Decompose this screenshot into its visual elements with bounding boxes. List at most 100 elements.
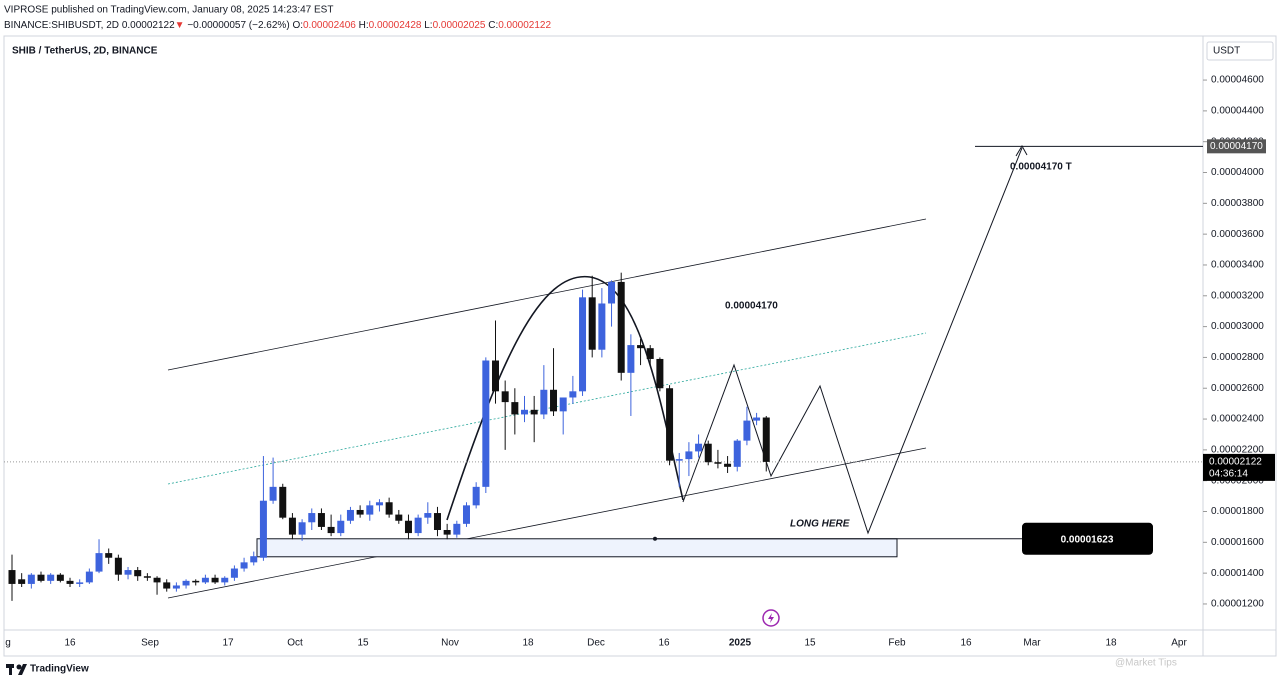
- y-tick-label: 0.00002200: [1211, 445, 1264, 456]
- long-here: LONG HERE: [790, 519, 850, 530]
- chart-frame: [3, 35, 1277, 657]
- candle-body: [356, 509, 364, 515]
- candle-body: [704, 443, 712, 463]
- candle-body: [521, 409, 529, 415]
- candle-body: [298, 522, 306, 535]
- x-tick-label: 17: [222, 638, 234, 649]
- x-tick-label: Sep: [141, 638, 159, 649]
- candle-body: [492, 360, 499, 392]
- y-tick-label: 0.00003600: [1211, 229, 1264, 240]
- candle-body: [375, 502, 383, 506]
- candle-body: [76, 582, 84, 584]
- candle-body: [279, 486, 287, 518]
- o-label: O:: [292, 20, 303, 31]
- c-label: C:: [488, 20, 498, 31]
- entry-label-box: [1022, 522, 1153, 555]
- candle-body: [317, 513, 325, 527]
- drawings: [167, 145, 1028, 599]
- candle-body: [462, 505, 470, 524]
- ohlc-line: BINANCE:SHIBUSDT, 2D 0.00002122▼ −0.0000…: [4, 20, 551, 31]
- candle-body: [617, 281, 625, 373]
- candle-body: [250, 556, 258, 563]
- candle-body: [153, 577, 161, 583]
- c-value: 0.00002122: [498, 20, 551, 31]
- candle-body: [27, 574, 35, 584]
- candle-body: [182, 580, 190, 586]
- target-big: 0.00004170 T: [1010, 162, 1072, 173]
- candle-body: [114, 557, 122, 575]
- x-tick-label: Oct: [287, 638, 303, 649]
- candle-body: [85, 571, 93, 583]
- x-tick-label: 2025: [729, 638, 752, 649]
- candle-body: [172, 585, 180, 589]
- candle-body: [733, 440, 741, 467]
- candle-body: [598, 303, 606, 350]
- y-tick-label: 0.00001200: [1211, 599, 1264, 610]
- tv-logo: [6, 664, 27, 675]
- x-tick-label: g: [5, 638, 11, 649]
- last-price-box: [1203, 453, 1275, 481]
- candle-body: [433, 513, 441, 530]
- entry-zone: [256, 538, 898, 558]
- candle-body: [47, 574, 55, 581]
- candle-body: [395, 514, 403, 521]
- candle-body: [695, 443, 703, 452]
- entry-label: 0.00001623: [1061, 534, 1114, 545]
- byline: VIPROSE published on TradingView.com, Ja…: [4, 5, 333, 16]
- watermark: @Market Tips: [1115, 658, 1177, 669]
- y-tick-label: 0.00004400: [1211, 106, 1264, 117]
- candle-body: [501, 391, 509, 403]
- candle-body: [675, 459, 683, 461]
- candle-body: [18, 579, 26, 584]
- candle-body: [201, 577, 209, 583]
- l-value: 0.00002025: [433, 20, 486, 31]
- candle-body: [240, 562, 248, 569]
- candle-body: [56, 574, 64, 581]
- x-tick-label: Feb: [888, 638, 906, 649]
- candle-body: [327, 526, 335, 534]
- x-tick-label: 16: [658, 638, 670, 649]
- candle-body: [569, 391, 577, 398]
- candle-body: [269, 486, 277, 501]
- x-tick-label: 16: [960, 638, 972, 649]
- candle-body: [385, 502, 393, 515]
- candle-body: [404, 520, 412, 534]
- candle-body: [221, 577, 229, 583]
- candle-body: [337, 520, 345, 534]
- currency-box: [1206, 41, 1274, 61]
- candle-body: [453, 523, 461, 535]
- candle-body: [230, 568, 238, 578]
- candle-body: [308, 513, 316, 523]
- y-tick-label: 0.00002600: [1211, 383, 1264, 394]
- y-tick-label: 0.00002800: [1211, 352, 1264, 363]
- x-tick-label: Mar: [1023, 638, 1041, 649]
- x-tick-label: Dec: [587, 638, 605, 649]
- channel-upper: [167, 218, 927, 371]
- candle-body: [288, 517, 296, 535]
- x-tick-label: 15: [804, 638, 816, 649]
- candle-body: [530, 409, 538, 415]
- arc: [446, 275, 684, 521]
- candle-body: [105, 553, 113, 558]
- countdown: 04:36:14: [1209, 469, 1248, 480]
- brand: TradingView: [30, 664, 89, 675]
- lightning-icon: [762, 609, 780, 627]
- candle-body: [637, 345, 645, 349]
- candle-body: [753, 417, 761, 421]
- candle-body: [143, 576, 151, 578]
- candle-body: [559, 397, 567, 412]
- channel-lower: [167, 447, 927, 599]
- candle-body: [724, 463, 732, 467]
- y-tick-label: 0.00001800: [1211, 506, 1264, 517]
- candle-body: [211, 577, 219, 583]
- candle-body: [134, 570, 142, 577]
- candle-body: [124, 570, 132, 575]
- candle-body: [192, 580, 200, 583]
- symbol: BINANCE:SHIBUSDT, 2D: [4, 20, 119, 31]
- overlay: 0.000046000.000044000.000042000.00004000…: [5, 75, 1275, 649]
- last-price-label: 0.00002122: [1209, 457, 1262, 468]
- h-value: 0.00002428: [369, 20, 422, 31]
- y-tick-label: 0.00003800: [1211, 198, 1264, 209]
